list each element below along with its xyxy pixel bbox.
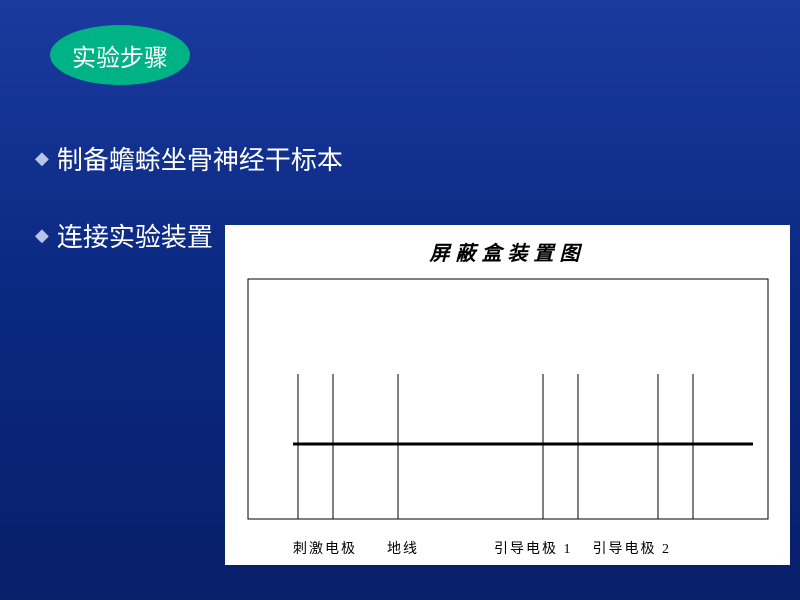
diagram-container: 屏蔽盒装置图 刺激电极 地线 引导电极 1 引导电极 2 <box>225 225 790 565</box>
bullet-item-1: ◆ 制备蟾蜍坐骨神经干标本 <box>35 140 343 177</box>
bullet-icon: ◆ <box>35 148 49 169</box>
label-stimulus: 刺激电极 <box>293 538 357 558</box>
bullet-text-2: 连接实验装置 <box>57 217 213 254</box>
label-lead-2: 引导电极 2 <box>593 538 672 558</box>
title-badge: 实验步骤 <box>50 25 190 85</box>
label-ground: 地线 <box>387 538 419 558</box>
diagram-svg <box>243 274 773 534</box>
shield-box-outline <box>248 279 768 519</box>
diagram-title: 屏蔽盒装置图 <box>243 237 772 266</box>
label-lead-1: 引导电极 1 <box>494 538 573 558</box>
electrode-labels-row: 刺激电极 地线 引导电极 1 引导电极 2 <box>243 538 772 558</box>
title-badge-text: 实验步骤 <box>72 38 168 73</box>
bullet-icon: ◆ <box>35 225 49 246</box>
bullet-text-1: 制备蟾蜍坐骨神经干标本 <box>57 140 343 177</box>
